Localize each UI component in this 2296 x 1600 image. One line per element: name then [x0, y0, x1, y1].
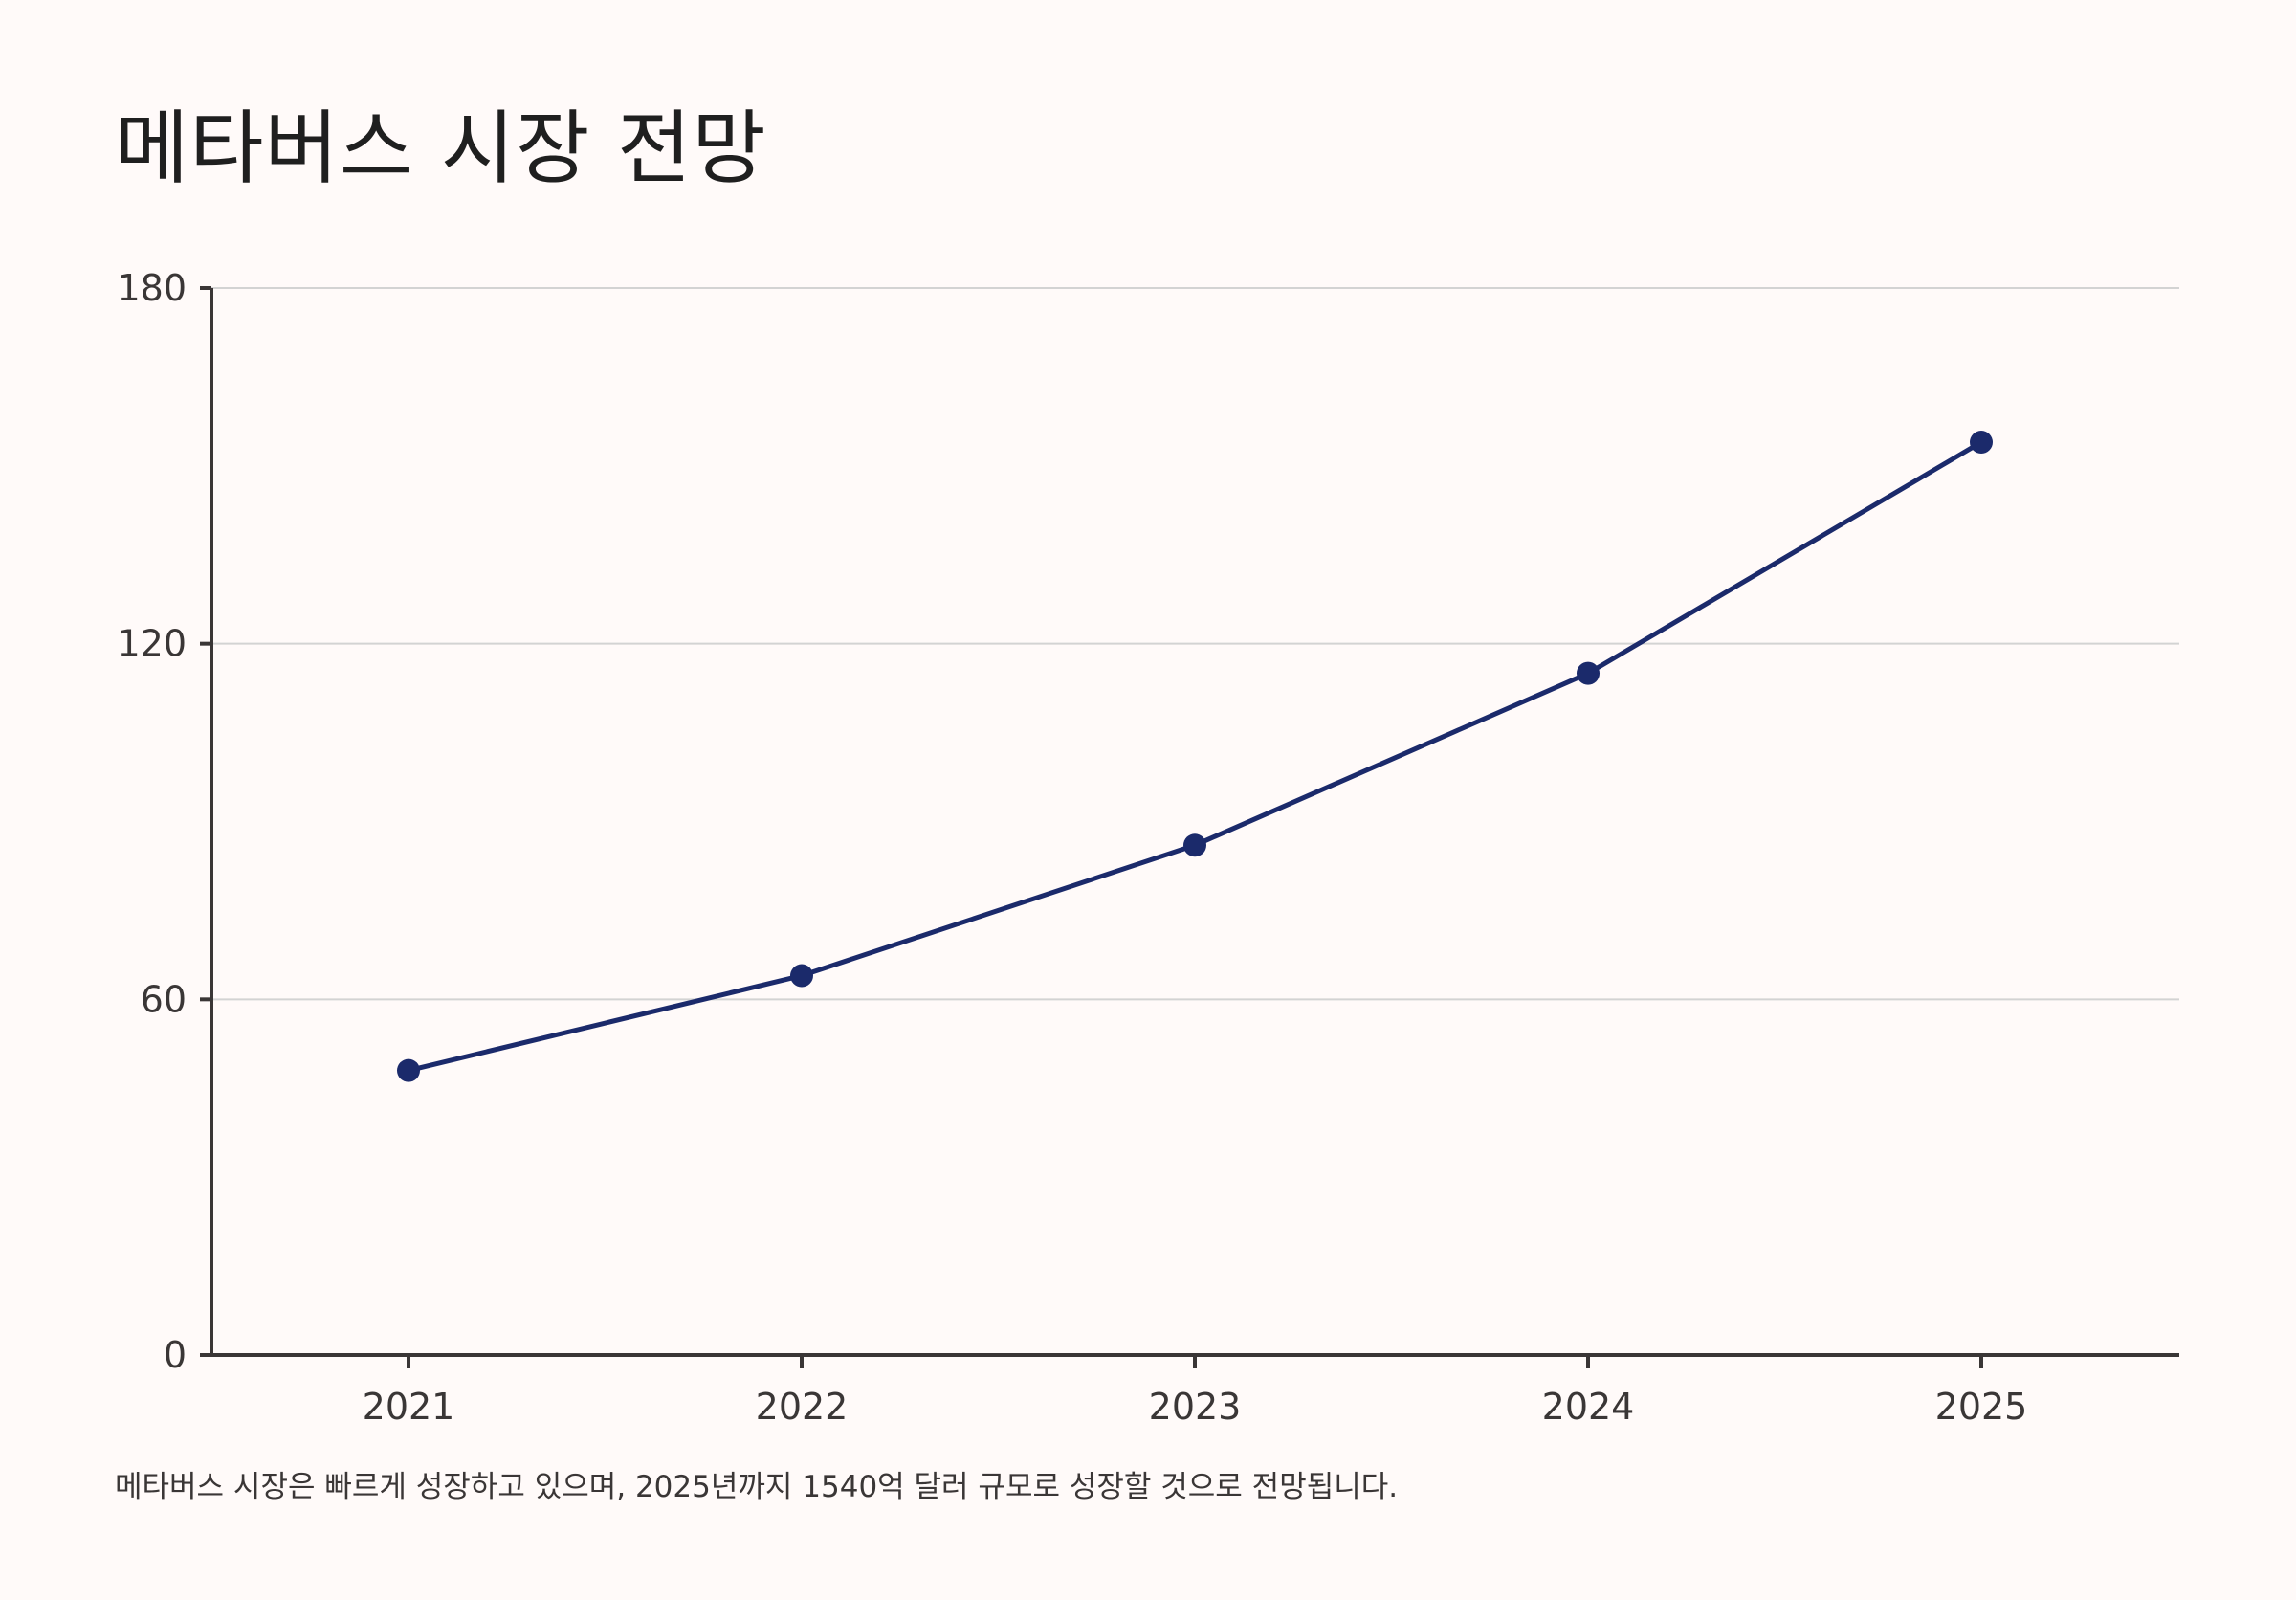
data-point: [1183, 833, 1206, 857]
x-tick-label: 2023: [1149, 1386, 1242, 1428]
data-point: [397, 1058, 420, 1082]
y-tick-label: 60: [141, 978, 187, 1020]
y-axis-ticks: 0 60 120 180: [117, 267, 211, 1376]
data-point: [1970, 431, 1993, 455]
chart-title: 메타버스 시장 전망: [115, 101, 767, 195]
x-axis-ticks: 2021 2022 2023 2024 2025: [363, 1355, 2028, 1428]
grid-lines: [211, 287, 2179, 1001]
chart-caption: 메타버스 시장은 빠르게 성장하고 있으며, 2025년까지 1540억 달러 …: [115, 1470, 1399, 1504]
x-tick-label: 2025: [1935, 1386, 2028, 1428]
x-tick-label: 2022: [756, 1386, 849, 1428]
data-series: [397, 431, 1993, 1082]
data-point: [790, 964, 813, 988]
y-tick-label: 120: [117, 623, 187, 665]
y-tick-label: 0: [164, 1334, 187, 1376]
x-tick-label: 2021: [363, 1386, 455, 1428]
series-line: [406, 439, 1984, 1074]
data-point: [1577, 661, 1600, 685]
y-tick-label: 180: [117, 267, 187, 309]
axes: [210, 288, 2179, 1357]
x-tick-label: 2024: [1542, 1386, 1635, 1428]
